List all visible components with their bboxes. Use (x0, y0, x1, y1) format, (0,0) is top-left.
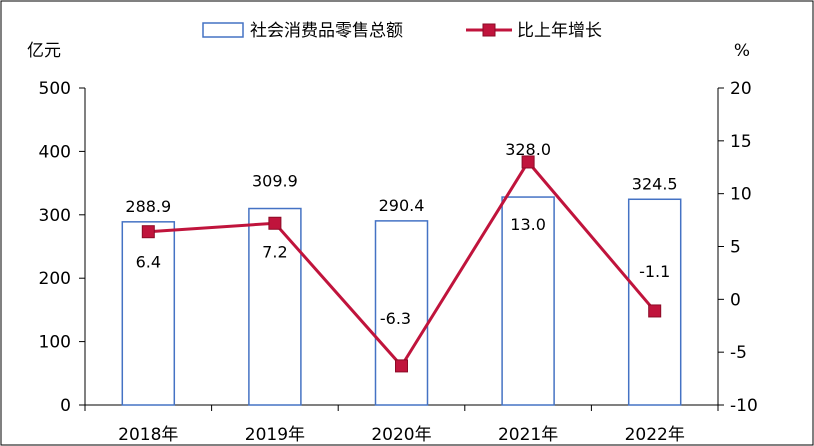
bar (627, 198, 682, 406)
line-point (521, 155, 535, 169)
right-tick-label: 0 (730, 290, 741, 310)
bar-value-label: 328.0 (505, 140, 551, 159)
right-tick-label: -10 (730, 396, 758, 416)
legend-bar-label: 社会消费品零售总额 (250, 21, 403, 41)
line-point (648, 304, 662, 318)
line-point (395, 359, 408, 373)
right-tick-label: 15 (730, 132, 752, 152)
left-tick-label: 100 (39, 333, 71, 353)
line-point (268, 216, 282, 230)
right-axis-label: % (734, 41, 750, 61)
legend-bar-swatch (202, 22, 244, 38)
bar-value-label: 290.4 (379, 196, 425, 215)
left-tick-label: 300 (39, 206, 71, 226)
x-tick-label: 2020年 (371, 425, 431, 445)
x-tick-label: 2022年 (625, 425, 685, 445)
right-tick-label: 5 (730, 238, 741, 258)
bar (374, 220, 429, 406)
bar (501, 196, 555, 406)
line-value-label: -6.3 (380, 309, 411, 328)
line-point (141, 225, 155, 239)
bar-value-label: 324.5 (632, 174, 678, 193)
bar (248, 207, 302, 406)
legend-line-marker (482, 23, 496, 37)
x-tick-label: 2018年 (118, 425, 178, 445)
right-tick-label: 20 (730, 79, 752, 99)
x-tick-label: 2019年 (245, 425, 305, 445)
right-tick-label: -5 (730, 343, 747, 363)
right-tick-label: 10 (730, 185, 752, 205)
left-axis-label: 亿元 (27, 41, 61, 61)
bar-value-label: 309.9 (252, 172, 298, 191)
x-tick-label: 2021年 (498, 425, 558, 445)
legend-line-label: 比上年增长 (517, 21, 602, 41)
left-tick-label: 400 (39, 142, 71, 162)
bar (121, 221, 176, 406)
line-value-label: 6.4 (136, 253, 161, 272)
left-tick-label: 500 (39, 79, 71, 99)
bar-value-label: 288.9 (125, 197, 171, 216)
left-tick-label: 200 (39, 269, 71, 289)
line-value-label: 7.2 (262, 242, 287, 261)
left-tick-label: 0 (60, 396, 71, 416)
line-value-label: 13.0 (510, 215, 546, 234)
line-value-label: -1.1 (639, 262, 670, 281)
